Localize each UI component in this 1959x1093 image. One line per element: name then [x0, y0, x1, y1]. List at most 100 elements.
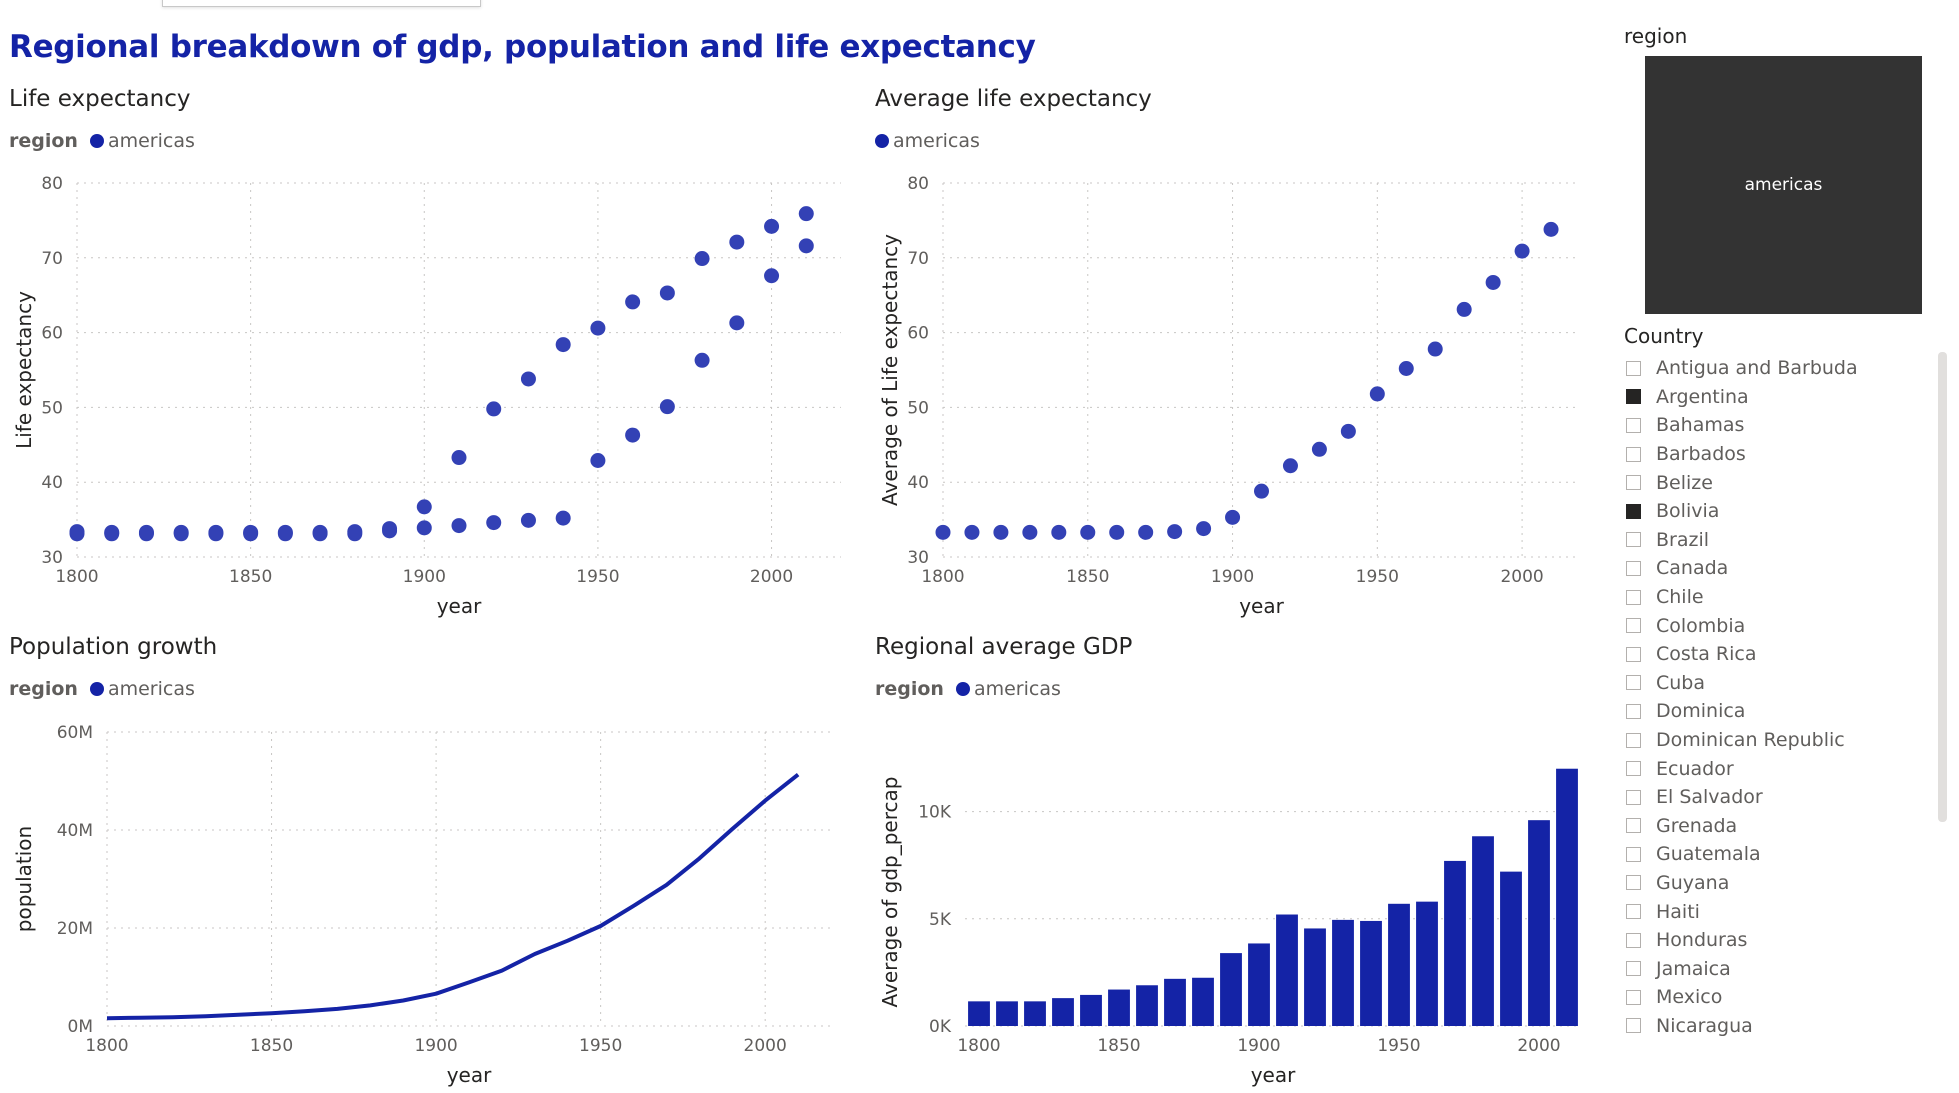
data-point[interactable] [1051, 524, 1067, 540]
data-point[interactable] [1167, 524, 1183, 540]
data-point[interactable] [1514, 243, 1530, 259]
population-growth-visual[interactable]: Population growth region americas 0M 20M 4… [9, 634, 849, 1089]
data-point[interactable] [520, 371, 536, 387]
data-point[interactable] [173, 524, 189, 540]
legend-entry[interactable]: americas [107, 130, 195, 152]
country-item[interactable]: Haiti [1624, 897, 1858, 926]
country-item[interactable]: Bolivia [1624, 497, 1858, 526]
checkbox[interactable] [1626, 703, 1641, 719]
data-point[interactable] [347, 524, 363, 540]
data-point[interactable] [659, 285, 675, 301]
data-point[interactable] [1254, 483, 1269, 499]
data-point[interactable] [1369, 386, 1385, 402]
country-item[interactable]: Mexico [1624, 983, 1858, 1012]
data-point[interactable] [659, 399, 675, 415]
bar[interactable] [968, 1001, 990, 1026]
checkbox[interactable] [1626, 560, 1641, 576]
data-point[interactable] [798, 238, 814, 254]
data-point[interactable] [1080, 524, 1096, 540]
bar[interactable] [996, 1001, 1018, 1026]
data-point[interactable] [694, 352, 710, 368]
bar[interactable] [1276, 914, 1298, 1026]
regional-avg-gdp-visual[interactable]: Regional average GDP region americas 0K 5… [875, 634, 1595, 1089]
legend-entry[interactable]: americas [893, 130, 980, 152]
country-item[interactable]: Barbados [1624, 440, 1858, 469]
data-point[interactable] [1138, 524, 1154, 540]
regional-avg-gdp-chart[interactable]: 0K 5K 10K 1800 1850 1900 1950 2000 year Average o… [875, 634, 1595, 1089]
data-point[interactable] [520, 512, 536, 528]
data-point[interactable] [694, 251, 710, 267]
checkbox[interactable] [1626, 789, 1641, 805]
data-point[interactable] [1398, 361, 1414, 377]
data-point[interactable] [555, 337, 571, 353]
country-item[interactable]: El Salvador [1624, 783, 1858, 812]
country-item[interactable]: Brazil [1624, 526, 1858, 555]
data-point[interactable] [1456, 301, 1472, 317]
checkbox[interactable] [1626, 932, 1641, 948]
bar[interactable] [1192, 977, 1214, 1026]
data-point[interactable] [451, 518, 467, 534]
data-point[interactable] [1225, 509, 1241, 525]
data-point[interactable] [935, 524, 951, 540]
legend-entry[interactable]: americas [107, 678, 195, 700]
data-point[interactable] [312, 524, 328, 540]
data-point[interactable] [1340, 423, 1356, 439]
data-point[interactable] [1485, 274, 1501, 290]
checkbox[interactable] [1626, 961, 1641, 977]
life-expectancy-chart[interactable]: 30 40 50 60 70 80 1800 1850 1900 1950 2000 year Life… [9, 86, 849, 618]
checkbox[interactable] [1626, 532, 1641, 548]
checkbox[interactable] [1626, 675, 1641, 691]
checkbox[interactable] [1626, 589, 1641, 605]
data-point[interactable] [416, 499, 432, 515]
data-point[interactable] [486, 401, 502, 417]
data-point[interactable] [277, 524, 293, 540]
country-item[interactable]: Colombia [1624, 611, 1858, 640]
data-point[interactable] [1196, 521, 1212, 537]
data-point[interactable] [1427, 341, 1443, 357]
data-point[interactable] [1022, 524, 1038, 540]
bar[interactable] [1556, 768, 1578, 1026]
country-item[interactable]: Guatemala [1624, 840, 1858, 869]
country-item[interactable]: Nicaragua [1624, 1012, 1858, 1041]
bar[interactable] [1024, 1001, 1046, 1026]
checkbox[interactable] [1626, 875, 1641, 891]
bar[interactable] [1528, 820, 1550, 1026]
data-point[interactable] [798, 206, 814, 222]
bar[interactable] [1052, 998, 1074, 1026]
data-point[interactable] [964, 524, 980, 540]
checkbox[interactable] [1626, 846, 1641, 862]
bar[interactable] [1360, 920, 1382, 1026]
checkbox[interactable] [1626, 818, 1641, 834]
data-point[interactable] [1311, 441, 1327, 457]
country-item[interactable]: Bahamas [1624, 411, 1858, 440]
data-point[interactable] [486, 515, 502, 531]
avg-life-expectancy-visual[interactable]: Average life expectancy americas 30 40 50 6… [875, 86, 1595, 618]
checkbox[interactable] [1626, 989, 1641, 1005]
data-point[interactable] [1109, 524, 1125, 540]
checkbox[interactable] [1626, 761, 1641, 777]
data-point[interactable] [590, 320, 606, 336]
bar[interactable] [1332, 919, 1354, 1026]
data-point[interactable] [590, 453, 606, 469]
country-item[interactable]: Belize [1624, 468, 1858, 497]
checkbox[interactable] [1626, 417, 1641, 433]
data-point[interactable] [69, 524, 85, 540]
country-item[interactable]: Ecuador [1624, 754, 1858, 783]
bar[interactable] [1444, 860, 1466, 1026]
data-point[interactable] [138, 524, 154, 540]
bar[interactable] [1136, 985, 1158, 1026]
data-point[interactable] [729, 234, 745, 250]
country-item[interactable]: Costa Rica [1624, 640, 1858, 669]
checkbox[interactable] [1626, 360, 1641, 376]
country-item[interactable]: Antigua and Barbuda [1624, 354, 1858, 383]
bar[interactable] [1304, 928, 1326, 1026]
checkbox[interactable] [1626, 475, 1641, 491]
country-item[interactable]: Dominica [1624, 697, 1858, 726]
data-point[interactable] [555, 510, 571, 526]
checkbox[interactable] [1626, 732, 1641, 748]
data-point[interactable] [625, 427, 641, 443]
bar[interactable] [1248, 943, 1270, 1026]
checkbox[interactable] [1626, 389, 1641, 405]
checkbox[interactable] [1626, 1018, 1641, 1034]
checkbox[interactable] [1626, 646, 1641, 662]
